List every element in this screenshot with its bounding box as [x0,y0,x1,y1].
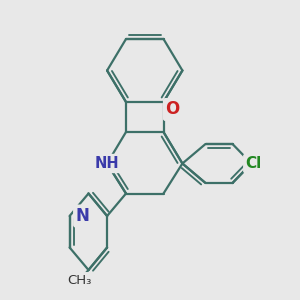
Text: N: N [76,207,89,225]
Text: Cl: Cl [245,156,262,171]
Text: CH₃: CH₃ [67,274,92,287]
Text: O: O [165,100,180,118]
Text: NH: NH [94,156,119,171]
